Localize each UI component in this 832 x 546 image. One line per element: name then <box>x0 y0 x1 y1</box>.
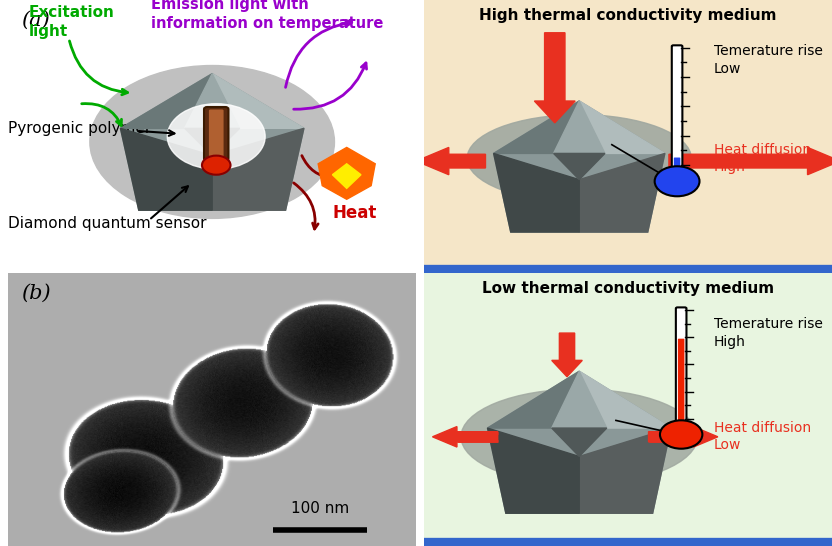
FancyBboxPatch shape <box>676 307 686 424</box>
Polygon shape <box>493 153 579 232</box>
Polygon shape <box>212 74 304 128</box>
Polygon shape <box>493 101 579 153</box>
Polygon shape <box>333 164 361 188</box>
Text: High thermal conductivity medium: High thermal conductivity medium <box>479 8 777 23</box>
FancyArrow shape <box>649 426 718 447</box>
Text: 100 nm: 100 nm <box>291 501 349 516</box>
FancyBboxPatch shape <box>671 45 682 170</box>
FancyBboxPatch shape <box>674 157 681 169</box>
Ellipse shape <box>90 66 334 218</box>
Polygon shape <box>121 74 212 128</box>
FancyBboxPatch shape <box>204 107 229 161</box>
Text: Excitation
light: Excitation light <box>28 5 115 39</box>
Polygon shape <box>493 101 665 232</box>
Ellipse shape <box>461 389 697 485</box>
FancyBboxPatch shape <box>209 109 224 158</box>
Circle shape <box>660 420 702 449</box>
Text: Low thermal conductivity medium: Low thermal conductivity medium <box>482 281 775 296</box>
FancyArrow shape <box>552 333 582 377</box>
Text: Heat diffusion
High: Heat diffusion High <box>714 143 811 174</box>
Polygon shape <box>553 153 605 180</box>
FancyArrow shape <box>534 33 575 123</box>
Text: (b): (b) <box>21 284 50 303</box>
Polygon shape <box>185 74 240 128</box>
Text: (a): (a) <box>21 11 49 30</box>
FancyArrow shape <box>433 426 498 447</box>
Polygon shape <box>552 428 607 456</box>
Polygon shape <box>553 101 605 153</box>
Polygon shape <box>552 371 607 428</box>
Polygon shape <box>121 74 304 210</box>
Polygon shape <box>185 128 240 156</box>
Polygon shape <box>579 153 665 232</box>
Text: Temerature rise
Low: Temerature rise Low <box>714 44 823 76</box>
FancyArrow shape <box>669 147 832 175</box>
Polygon shape <box>579 428 671 513</box>
Circle shape <box>202 156 230 175</box>
Text: Heat diffusion
Low: Heat diffusion Low <box>714 421 811 453</box>
Polygon shape <box>121 128 212 210</box>
Circle shape <box>655 166 700 196</box>
Polygon shape <box>579 101 665 153</box>
Polygon shape <box>212 128 304 210</box>
Polygon shape <box>488 428 579 513</box>
Text: Pyrogenic polymer: Pyrogenic polymer <box>8 121 151 136</box>
Polygon shape <box>579 371 671 428</box>
Polygon shape <box>318 147 375 199</box>
Text: Emission light with
information on temperature: Emission light with information on tempe… <box>151 0 384 31</box>
Polygon shape <box>488 371 671 513</box>
Polygon shape <box>488 371 579 428</box>
Text: Diamond quantum sensor: Diamond quantum sensor <box>8 216 207 232</box>
Ellipse shape <box>467 115 691 202</box>
FancyArrow shape <box>416 147 486 175</box>
FancyBboxPatch shape <box>678 339 685 423</box>
Text: Temerature rise
High: Temerature rise High <box>714 317 823 349</box>
Circle shape <box>167 104 265 169</box>
Text: Heat: Heat <box>333 204 377 222</box>
